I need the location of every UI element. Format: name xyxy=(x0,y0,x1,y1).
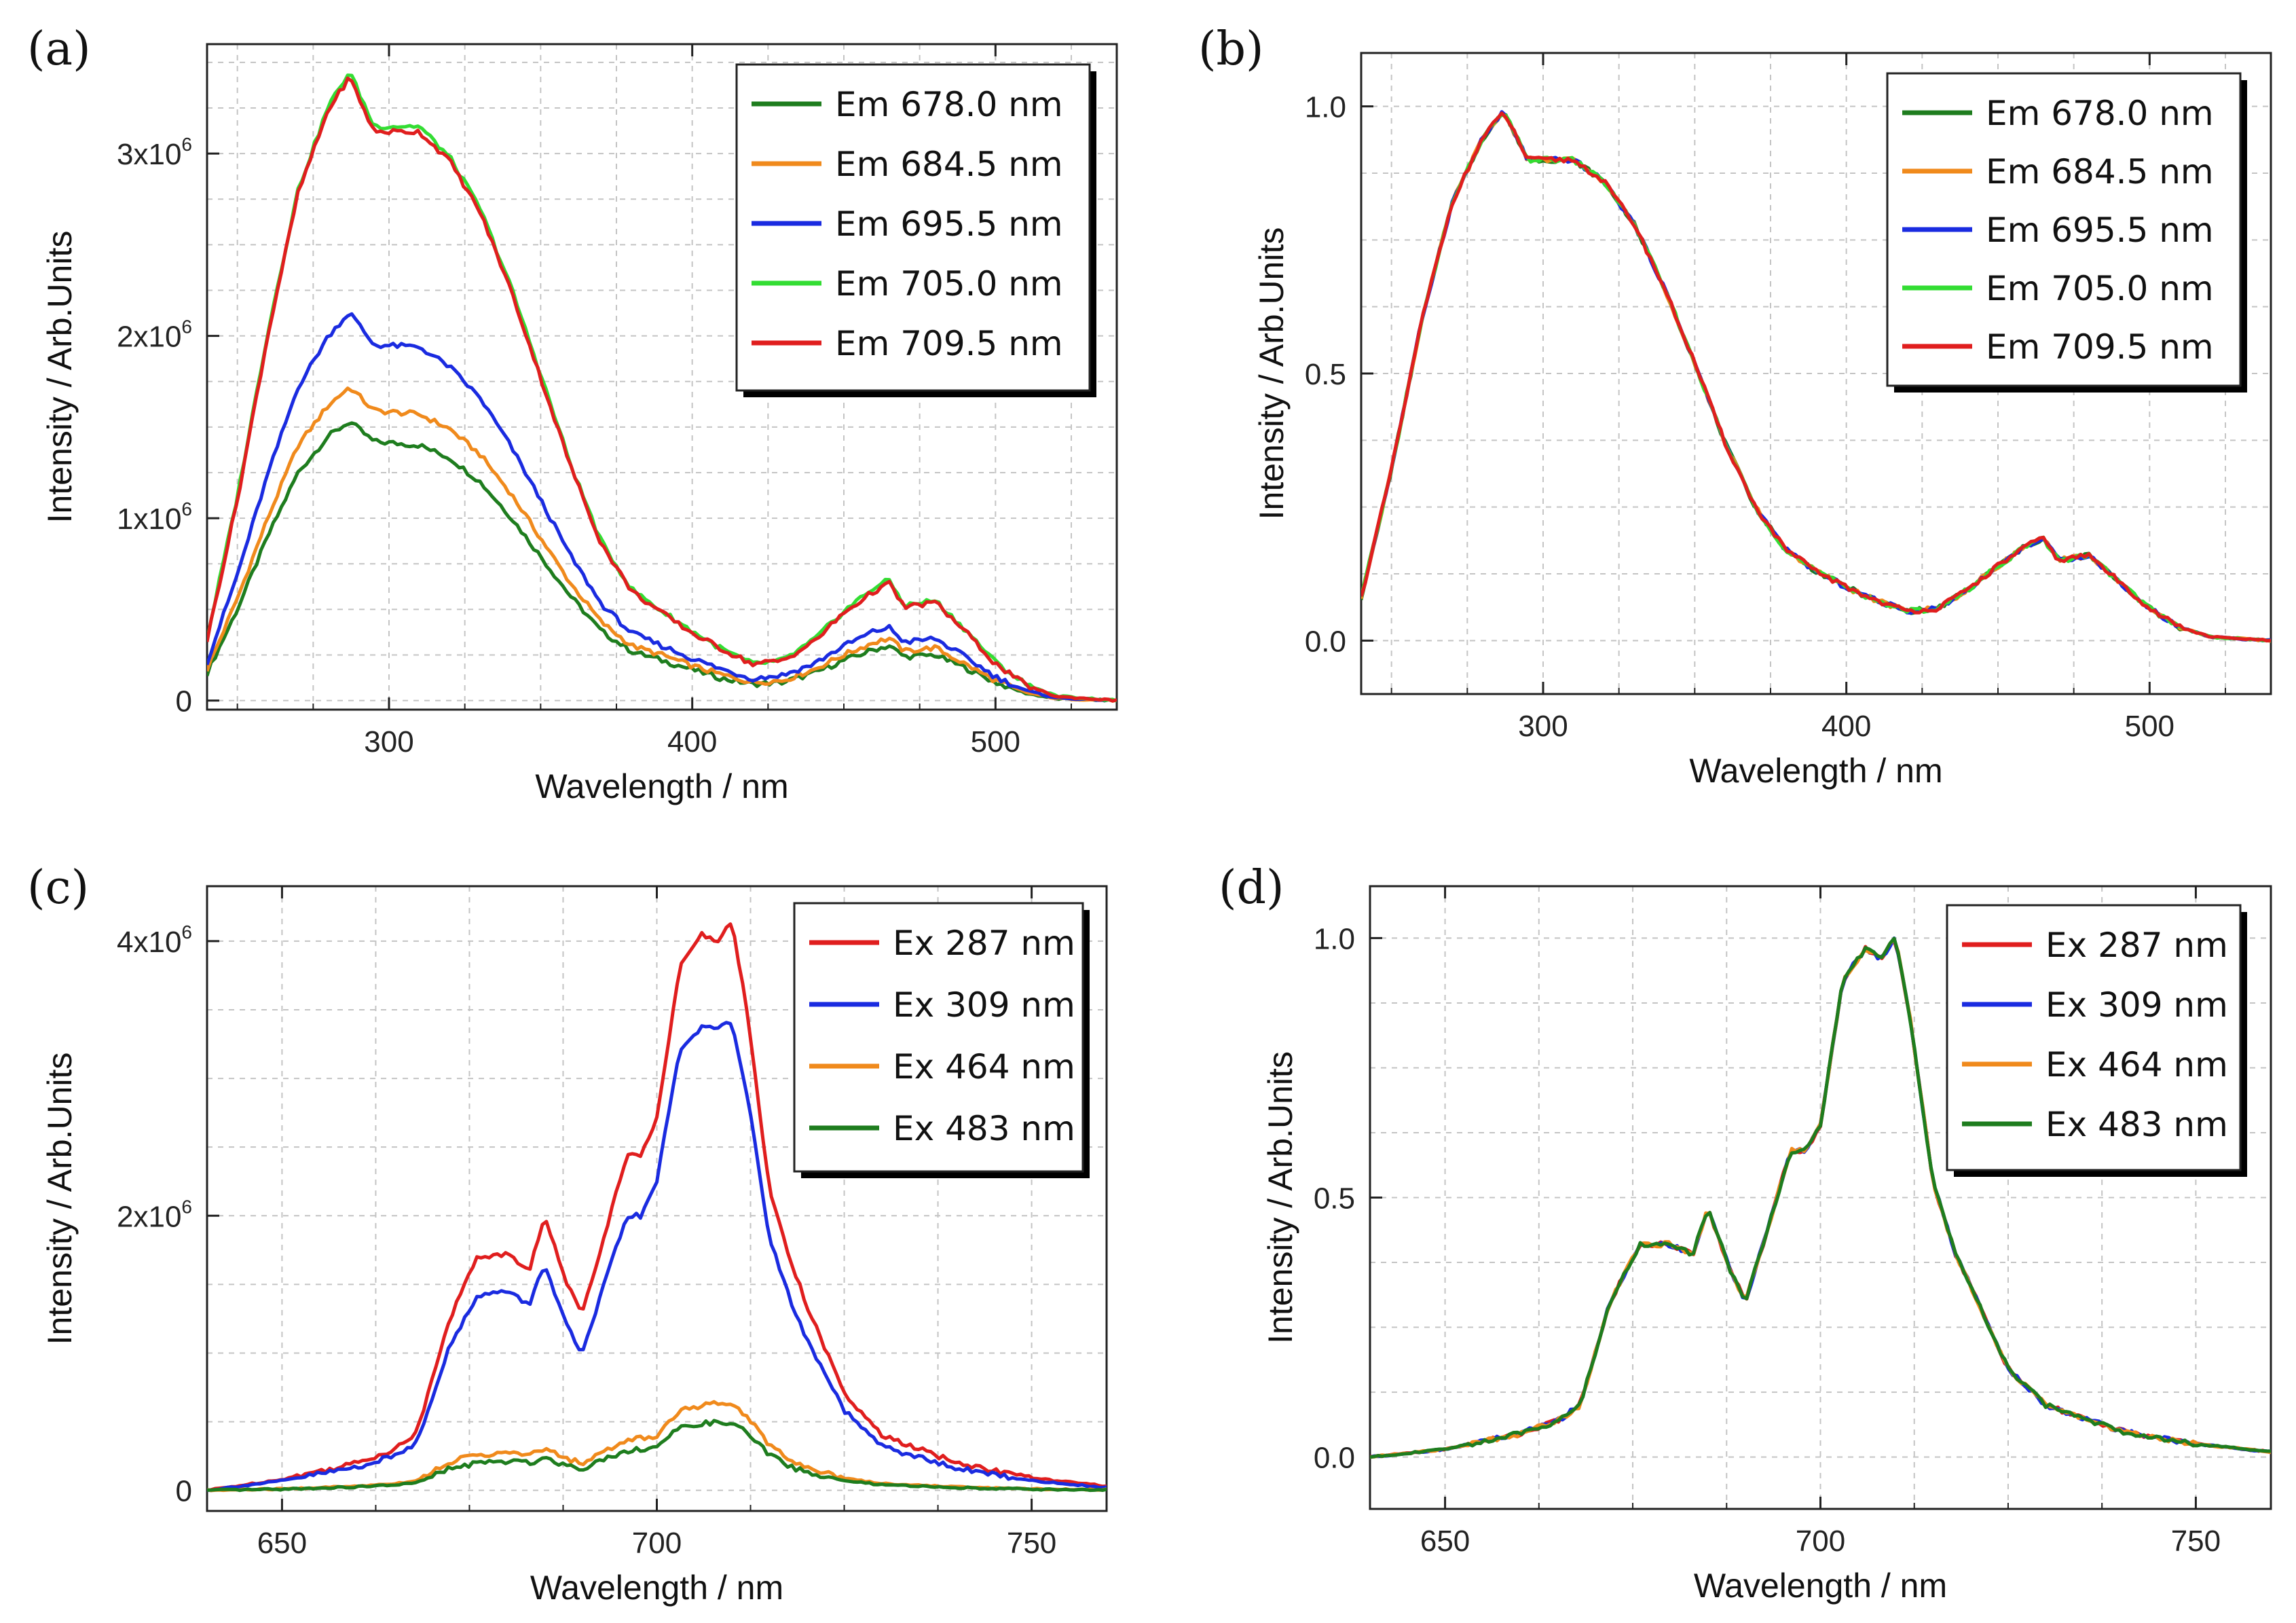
series-lines xyxy=(1370,936,2271,1459)
x-tick-label: 500 xyxy=(2125,710,2174,743)
series-line-5 xyxy=(1361,111,2271,643)
chart-panel-b: 300 400 500 0.0 0.5 1.0 Wavelength / nm Intensi… xyxy=(1253,52,2272,790)
panel-label-d: (d) xyxy=(1219,861,1284,915)
chart-panel-d: 650 700 750 0.0 0.5 1.0 Wavelength / nm Intensi… xyxy=(1261,885,2272,1605)
x-tick-label: 300 xyxy=(1518,710,1568,743)
y-tick-label: 2x106 xyxy=(117,316,192,354)
plot-frame xyxy=(206,43,1118,711)
y-tick-label: 0.5 xyxy=(1305,358,1346,391)
y-tick-label: 0.5 xyxy=(1314,1182,1355,1216)
y-tick-label: 1.0 xyxy=(1314,922,1355,955)
legend-label: Em 705.0 nm xyxy=(835,264,1063,304)
panel-label-a: (a) xyxy=(27,22,91,76)
legend-label: Ex 483 nm xyxy=(2045,1105,2228,1144)
legend-label: Em 684.5 nm xyxy=(835,145,1063,184)
legend: Em 678.0 nm Em 684.5 nm Em 695.5 nm Em 705.… xyxy=(1886,72,2247,393)
x-axis-title: Wavelength / nm xyxy=(1689,752,1942,790)
y-tick-label: 3x106 xyxy=(117,134,192,171)
legend: Ex 287 nm Ex 309 nm Ex 464 nm Ex 483 nm xyxy=(793,902,1090,1178)
y-tick-label: 0 xyxy=(176,1475,192,1508)
y-tick-label: 4x106 xyxy=(117,922,192,959)
legend-box xyxy=(735,63,1091,392)
legend-label: Ex 464 nm xyxy=(2045,1045,2228,1084)
legend: Ex 287 nm Ex 309 nm Ex 464 nm Ex 483 nm xyxy=(1946,904,2247,1177)
x-axis-title: Wavelength / nm xyxy=(1694,1567,1947,1605)
series-lines xyxy=(207,73,1117,703)
series-line-2 xyxy=(207,1021,1107,1493)
y-tick-label: 1.0 xyxy=(1305,91,1346,124)
y-axis-title: Intensity / Arb.Units xyxy=(41,1053,79,1345)
y-tick-label: 2x106 xyxy=(117,1196,192,1233)
legend-label: Em 695.5 nm xyxy=(835,204,1063,244)
legend-label: Em 695.5 nm xyxy=(1986,211,2214,250)
y-tick-label: 0.0 xyxy=(1314,1442,1355,1475)
series-line-4 xyxy=(1370,936,2271,1459)
x-tick-label: 400 xyxy=(667,725,717,759)
x-tick-label: 650 xyxy=(257,1527,307,1560)
series-line-5 xyxy=(207,76,1117,703)
series-line-1 xyxy=(207,421,1117,703)
series-line-2 xyxy=(207,386,1117,703)
x-tick-label: 500 xyxy=(971,725,1020,759)
legend-label: Ex 309 nm xyxy=(2045,985,2228,1025)
chart-panel-c: 650 700 750 0 2x106 4x106 Wavelength / nm Inten… xyxy=(41,885,1108,1607)
legend-label: Em 709.5 nm xyxy=(835,324,1063,363)
x-tick-label: 400 xyxy=(1821,710,1871,743)
legend-label: Ex 464 nm xyxy=(893,1047,1075,1087)
x-tick-label: 650 xyxy=(1420,1525,1470,1558)
legend-label: Ex 287 nm xyxy=(893,924,1075,963)
legend-label: Em 684.5 nm xyxy=(1986,152,2214,192)
legend-label: Em 705.0 nm xyxy=(1986,269,2214,308)
legend-label: Ex 287 nm xyxy=(2045,926,2228,965)
legend-label: Ex 309 nm xyxy=(893,985,1075,1025)
series-line-3 xyxy=(207,312,1117,703)
y-axis-title: Intensity / Arb.Units xyxy=(41,231,79,524)
series-line-4 xyxy=(207,1419,1107,1493)
series-line-1 xyxy=(207,922,1107,1493)
panel-label-c: (c) xyxy=(27,861,89,915)
x-tick-label: 700 xyxy=(1796,1525,1845,1558)
x-tick-label: 750 xyxy=(2171,1525,2221,1558)
y-tick-label: 0.0 xyxy=(1305,625,1346,658)
x-tick-label: 750 xyxy=(1007,1527,1056,1560)
x-axis-title: Wavelength / nm xyxy=(535,767,788,805)
series-lines xyxy=(1361,110,2271,643)
y-axis-title: Intensity / Arb.Units xyxy=(1253,227,1291,520)
y-tick-label: 1x106 xyxy=(117,498,192,536)
legend-label: Em 678.0 nm xyxy=(835,85,1063,124)
series-lines xyxy=(207,922,1107,1493)
panel-label-b: (b) xyxy=(1198,22,1264,76)
x-axis-title: Wavelength / nm xyxy=(530,1569,783,1607)
x-tick-label: 700 xyxy=(632,1527,682,1560)
legend: Em 678.0 nm Em 684.5 nm Em 695.5 nm Em 705.… xyxy=(735,63,1096,397)
legend-label: Em 709.5 nm xyxy=(1986,327,2214,367)
chart-panel-a: 300 400 500 0 1x106 2x106 3x106 Wavelength / nm… xyxy=(41,43,1118,805)
y-axis-title: Intensity / Arb.Units xyxy=(1261,1051,1299,1344)
legend-label: Em 678.0 nm xyxy=(1986,94,2214,133)
legend-label: Ex 483 nm xyxy=(893,1109,1075,1148)
x-tick-label: 300 xyxy=(364,725,413,759)
y-tick-label: 0 xyxy=(176,685,192,718)
